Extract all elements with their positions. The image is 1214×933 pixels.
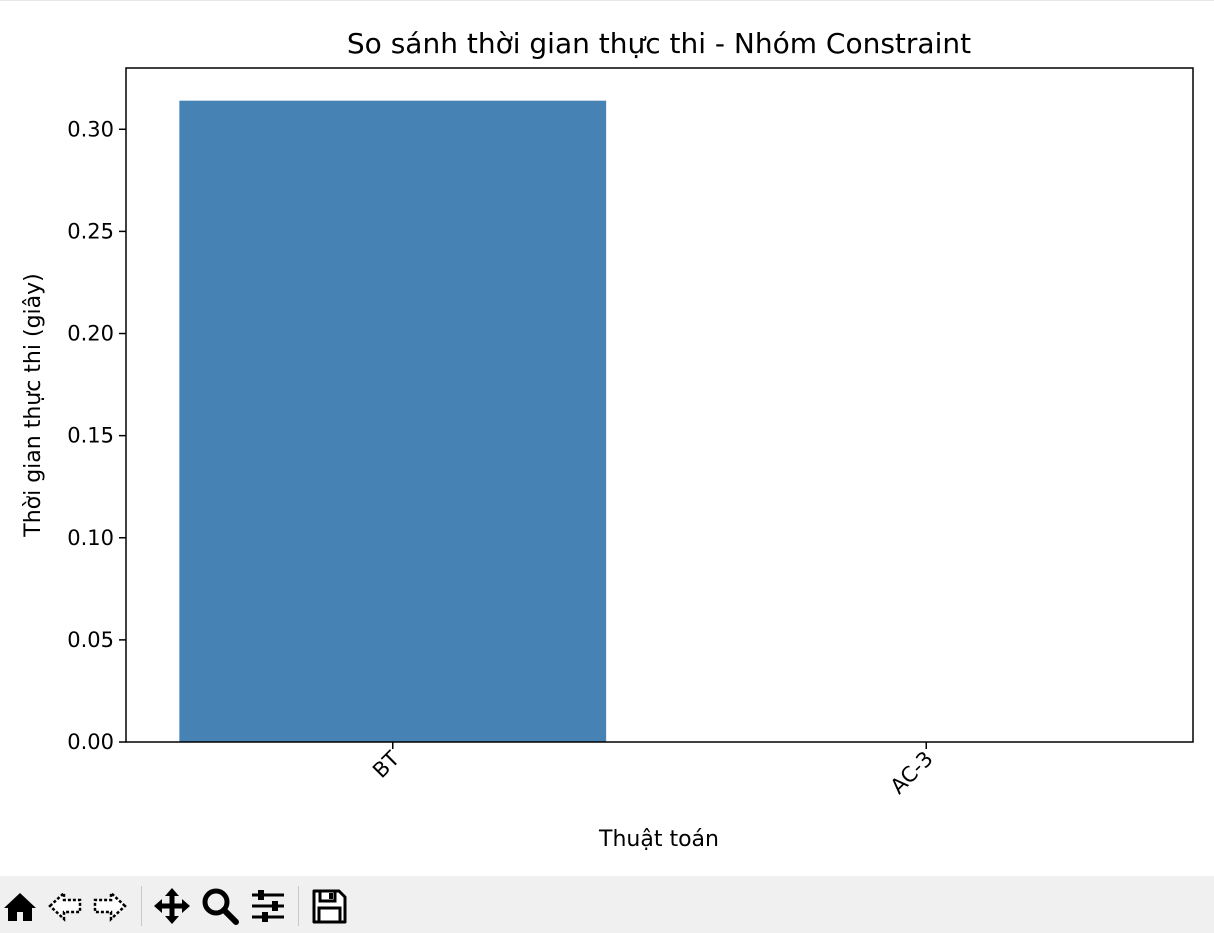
chart-title: So sánh thời gian thực thi - Nhóm Constr… [347, 27, 971, 60]
y-tick-label: 0.30 [67, 117, 114, 141]
home-icon [4, 893, 36, 921]
back-icon [48, 890, 82, 922]
forward-button[interactable] [90, 886, 130, 926]
y-tick-label: 0.25 [67, 219, 114, 243]
forward-icon [93, 890, 127, 922]
configure-subplots-button[interactable] [248, 886, 288, 926]
toolbar-separator [141, 886, 142, 926]
pan-button[interactable] [152, 886, 192, 926]
home-button[interactable] [0, 886, 40, 926]
y-tick-label: 0.20 [67, 322, 114, 346]
pan-icon [154, 888, 190, 924]
plot-frame [125, 67, 1194, 743]
toolbar-separator [298, 886, 299, 926]
y-tick-label: 0.05 [67, 628, 114, 652]
save-icon [312, 889, 347, 924]
y-tick-label: 0.00 [67, 730, 114, 754]
figure-canvas: So sánh thời gian thực thi - Nhóm Constr… [0, 0, 1214, 852]
save-button[interactable] [309, 886, 349, 926]
navigation-toolbar [0, 876, 1214, 933]
x-tick-label: BT [368, 746, 404, 782]
y-tick-label: 0.10 [67, 526, 114, 550]
zoom-button[interactable] [200, 886, 240, 926]
y-tick-label: 0.15 [67, 424, 114, 448]
x-axis-label: Thuật toán [598, 827, 719, 852]
y-axis-label: Thời gian thực thi (giây) [21, 273, 46, 537]
bar-bt [179, 100, 607, 743]
x-tick-label: AC-3 [886, 747, 938, 799]
configure-subplots-icon [252, 890, 284, 922]
bar-chart: So sánh thời gian thực thi - Nhóm Constr… [21, 27, 1194, 852]
zoom-icon [202, 888, 239, 925]
back-button[interactable] [45, 886, 85, 926]
